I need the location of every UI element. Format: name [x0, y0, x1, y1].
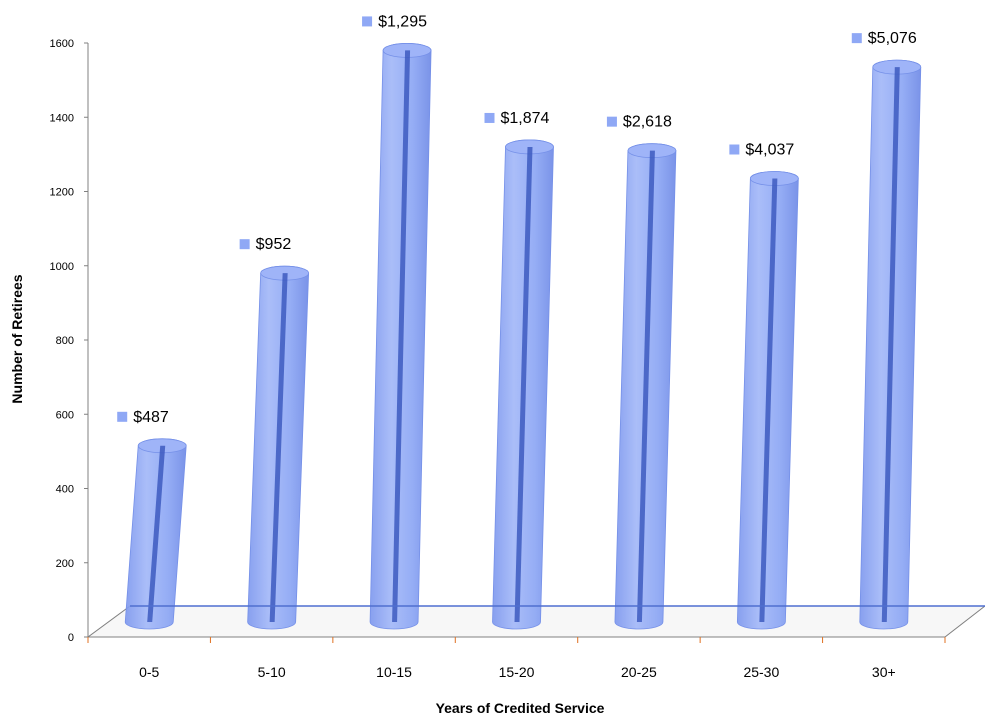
- bar: [247, 265, 310, 630]
- x-axis-title: Years of Credited Service: [436, 700, 605, 716]
- data-label-text: $1,874: [501, 110, 550, 127]
- bar-core: [881, 67, 900, 623]
- y-ticks: 0 200 400 600 800 1000 1200 1400 1600: [50, 38, 88, 644]
- x-labels: 0-5 5-10 10-15 15-20 20-25 25-30 30+: [139, 664, 896, 680]
- data-label-marker: [484, 112, 495, 123]
- y-tick-label: 600: [56, 409, 74, 421]
- x-tick-marks: [87, 637, 946, 643]
- data-label-marker: [117, 411, 128, 422]
- data-label-marker: [729, 144, 740, 155]
- data-label: $952: [239, 236, 292, 253]
- x-tick-label: 30+: [872, 664, 896, 680]
- data-label-text: $4,037: [745, 142, 794, 159]
- bar: [859, 59, 922, 630]
- x-tick-label: 25-30: [743, 664, 779, 680]
- data-label-marker: [239, 239, 250, 250]
- x-tick-label: 15-20: [499, 664, 535, 680]
- data-label-marker: [851, 33, 862, 44]
- data-label: $1,295: [362, 13, 427, 30]
- y-tick-label: 200: [56, 558, 74, 570]
- bar-core: [147, 445, 166, 622]
- y-tick-label: 1400: [50, 112, 74, 124]
- bar: [369, 43, 432, 630]
- data-label: $1,874: [484, 110, 550, 127]
- y-tick-label: 400: [56, 484, 74, 496]
- x-tick-label: 20-25: [621, 664, 657, 680]
- x-tick-label: 0-5: [139, 664, 159, 680]
- data-labels: $487 $952 $1,295 $1,874 $2,618 $4,037 $5,076: [117, 13, 917, 426]
- bar-core: [392, 50, 411, 623]
- data-label-text: $1,295: [378, 13, 427, 30]
- bars: [124, 43, 922, 630]
- y-tick-label: 1200: [50, 187, 74, 199]
- y-axis-title: Number of Retirees: [9, 274, 25, 403]
- bar-core: [636, 150, 655, 622]
- bar: [492, 139, 554, 630]
- y-tick-label: 800: [56, 335, 74, 347]
- data-label-marker: [606, 116, 617, 127]
- data-label-marker: [362, 16, 373, 27]
- bar: [614, 143, 677, 630]
- bar: [124, 438, 187, 630]
- x-tick-label: 10-15: [376, 664, 412, 680]
- data-label: $4,037: [729, 142, 794, 159]
- bar-core: [514, 146, 533, 622]
- y-tick-label: 1000: [50, 261, 74, 273]
- bar-core: [269, 273, 288, 622]
- data-label: $487: [117, 409, 169, 426]
- data-label-text: $2,618: [623, 114, 672, 131]
- data-label-text: $487: [133, 409, 169, 426]
- data-label-text: $5,076: [868, 30, 917, 47]
- bar: [736, 171, 799, 630]
- bar-core: [759, 178, 778, 622]
- x-tick-label: 5-10: [258, 664, 286, 680]
- data-label: $5,076: [851, 30, 917, 47]
- data-label: $2,618: [606, 114, 672, 131]
- y-tick-label: 1600: [50, 38, 74, 50]
- y-tick-label: 0: [68, 632, 74, 644]
- data-label-text: $952: [256, 236, 292, 253]
